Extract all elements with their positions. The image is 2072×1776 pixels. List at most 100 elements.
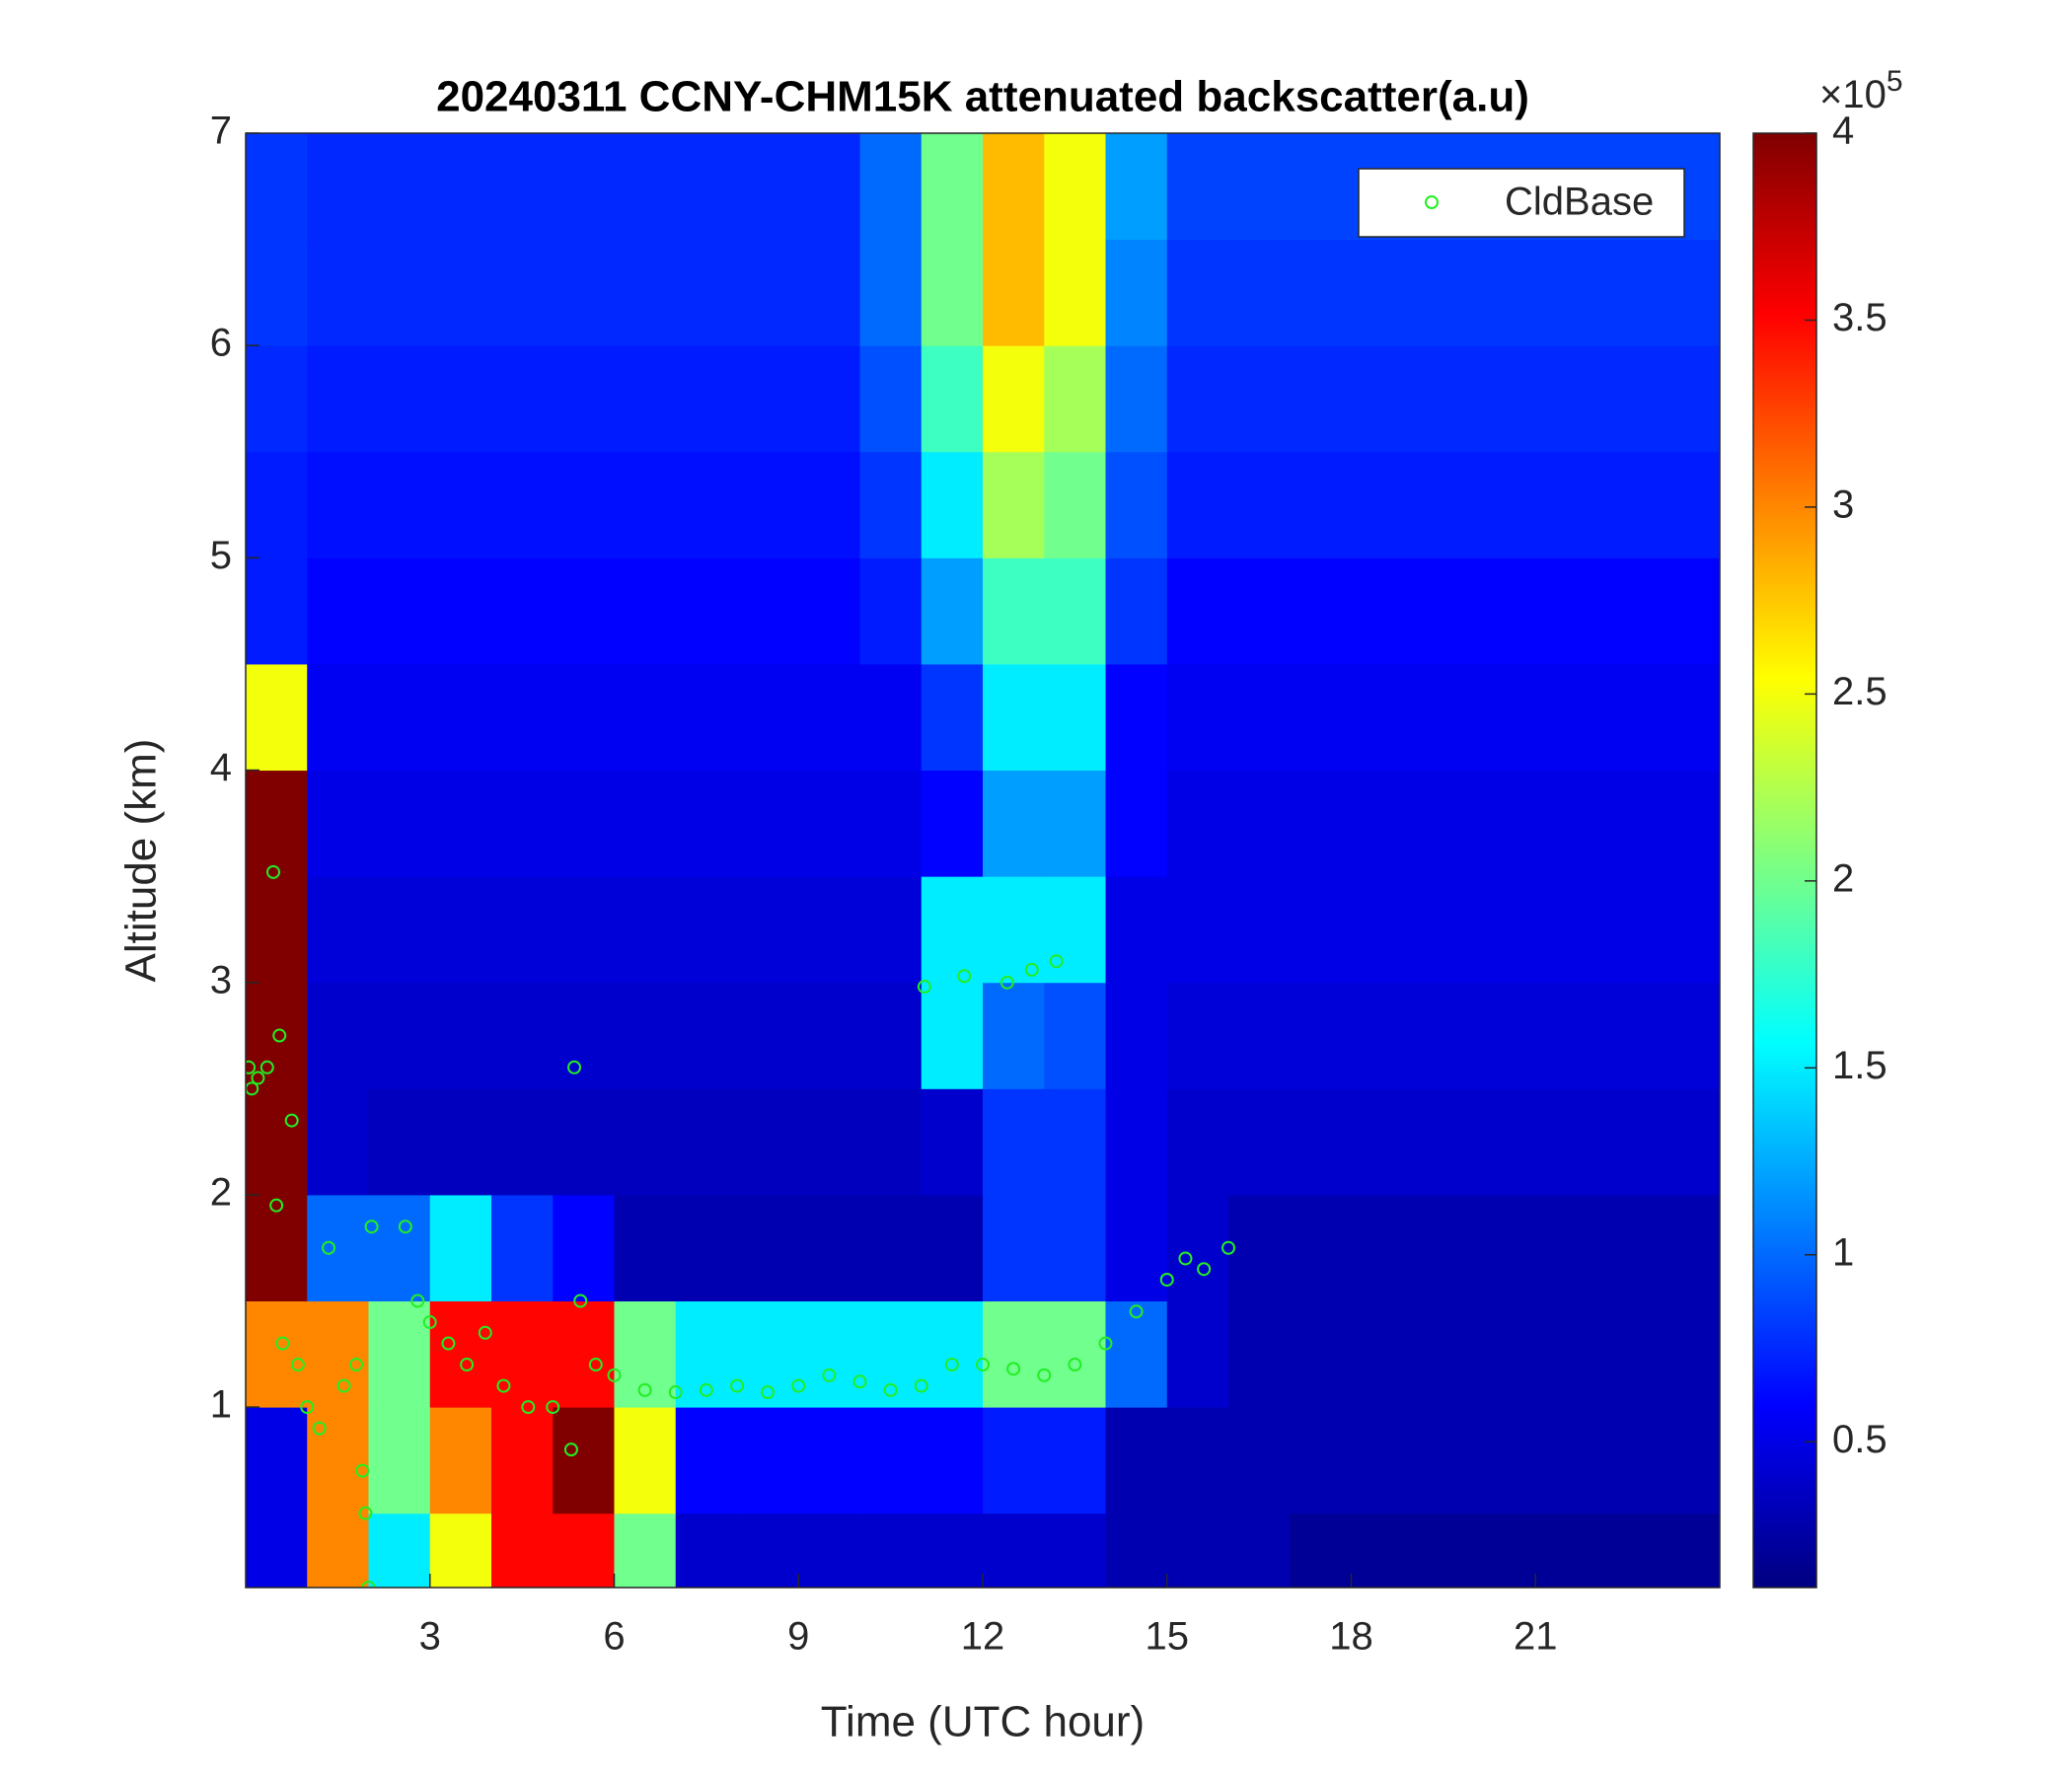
heatmap-cell [1351, 1088, 1414, 1196]
heatmap-cell [675, 1300, 738, 1408]
heatmap-cell [983, 770, 1045, 877]
heatmap-cell [614, 1513, 677, 1588]
heatmap-cell [1412, 1194, 1475, 1302]
heatmap-cell [553, 557, 615, 665]
heatmap-cell [553, 876, 615, 984]
heatmap-cell [1412, 663, 1475, 772]
heatmap-cell [983, 345, 1045, 453]
heatmap-cell [1105, 1194, 1168, 1302]
heatmap-cell [1474, 1513, 1536, 1588]
cloud-base-point [957, 969, 972, 984]
heatmap-cell [491, 876, 554, 984]
heatmap-cell [614, 1088, 677, 1196]
heatmap-cell [246, 876, 308, 984]
y-tick-label: 6 [210, 322, 232, 365]
heatmap-cell [921, 876, 984, 984]
y-tick-label: 4 [210, 746, 232, 789]
heatmap-cell [307, 1194, 369, 1302]
heatmap-cell [368, 239, 431, 346]
heatmap-cell [429, 133, 492, 241]
heatmap-cell [1105, 557, 1168, 665]
heatmap-cell [1658, 982, 1720, 1089]
cloud-base-point [266, 864, 281, 879]
colorbar-tick-label: 1.5 [1832, 1044, 1887, 1087]
cloud-base-point [336, 1378, 351, 1393]
heatmap-cell [983, 1300, 1045, 1408]
heatmap-cell [1166, 1300, 1229, 1408]
heatmap-cell [798, 345, 860, 453]
heatmap-cell [1044, 1300, 1106, 1408]
heatmap-cell [1166, 345, 1229, 453]
heatmap-cell [859, 1300, 923, 1408]
legend-box [1358, 168, 1685, 238]
heatmap-cell [1596, 451, 1660, 558]
heatmap-cell [675, 345, 738, 453]
heatmap-cell [1044, 1407, 1106, 1515]
heatmap-cell [1412, 239, 1475, 346]
heatmap-cell [1290, 982, 1352, 1089]
heatmap-cell [1474, 1194, 1536, 1302]
cloud-base-point [917, 980, 931, 995]
heatmap-cell [1535, 451, 1597, 558]
heatmap-cell [614, 1300, 677, 1408]
cloud-base-point [1197, 1262, 1212, 1277]
heatmap-cell [1290, 133, 1352, 241]
heatmap-cell [429, 239, 492, 346]
heatmap-cell [737, 982, 799, 1089]
heatmap-cell [1658, 239, 1720, 346]
heatmap-cell [1351, 1194, 1414, 1302]
heatmap-cell [1105, 1300, 1168, 1408]
heatmap-cell [307, 1407, 369, 1515]
heatmap-cell [1044, 876, 1106, 984]
heatmap-cell [1474, 345, 1536, 453]
heatmap-cell [246, 239, 308, 346]
colorbar-tick-label: 3 [1832, 482, 1854, 526]
heatmap-cell [921, 1088, 984, 1196]
cloud-base-point [361, 1581, 376, 1588]
heatmap-cell [737, 1513, 799, 1588]
heatmap-cell [1290, 663, 1352, 772]
heatmap-cell [1105, 1513, 1168, 1588]
heatmap-cell [1290, 1407, 1352, 1515]
cloud-base-point [246, 1060, 257, 1074]
cloud-base-point [761, 1385, 776, 1400]
heatmap-cell [1228, 1088, 1291, 1196]
colorbar-tick-label: 1 [1832, 1230, 1854, 1274]
x-tick-label: 15 [1146, 1615, 1190, 1659]
exponent-power: 5 [1887, 65, 1903, 98]
heatmap-cell [1105, 876, 1168, 984]
heatmap-cell [368, 557, 431, 665]
heatmap-cell [1105, 663, 1168, 772]
heatmap-cell [1412, 876, 1475, 984]
cloud-base-point [567, 1060, 582, 1074]
heatmap-cell [921, 345, 984, 453]
heatmap-cell [1658, 1088, 1720, 1196]
heatmap-cell [307, 239, 369, 346]
cloud-base-point [944, 1358, 959, 1372]
heatmap-cell [1228, 239, 1291, 346]
heatmap-cell [1228, 451, 1291, 558]
heatmap [246, 133, 1720, 1588]
heatmap-cell [307, 133, 369, 241]
heatmap-cell [1474, 1300, 1536, 1408]
cloud-base-point [422, 1315, 437, 1330]
cloud-base-point [914, 1378, 928, 1393]
cloud-base-point [364, 1220, 379, 1234]
heatmap-cell [614, 876, 677, 984]
heatmap-cell [614, 557, 677, 665]
heatmap-cell [368, 770, 431, 877]
heatmap-cell [1535, 663, 1597, 772]
heatmap-cell [1535, 1088, 1597, 1196]
heatmap-cell [246, 133, 308, 241]
heatmap-cell [921, 770, 984, 877]
heatmap-cell [1044, 1088, 1106, 1196]
heatmap-cell [1044, 451, 1106, 558]
heatmap-cell [1535, 770, 1597, 877]
heatmap-cell [614, 663, 677, 772]
x-tick-label: 6 [603, 1615, 625, 1659]
heatmap-cell [614, 1194, 677, 1302]
chart-title: 20240311 CCNY-CHM15K attenuated backscat… [436, 73, 1529, 121]
cloud-base-point [563, 1443, 578, 1457]
heatmap-cell [921, 663, 984, 772]
cloud-base-point [822, 1368, 837, 1382]
